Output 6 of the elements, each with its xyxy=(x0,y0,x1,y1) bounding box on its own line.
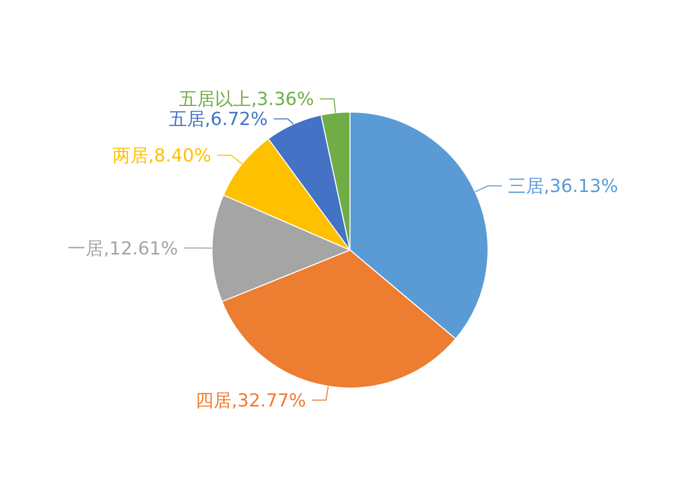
slice-label: 五居以上,3.36% xyxy=(179,89,314,110)
slice-label: 三居,36.13% xyxy=(508,176,618,198)
slice-label: 四居,32.77% xyxy=(196,390,306,412)
slice-label: 五居,6.72% xyxy=(168,109,268,130)
slice-label: 一居,12.61% xyxy=(68,238,178,260)
slice-label: 两居,8.40% xyxy=(112,146,212,166)
